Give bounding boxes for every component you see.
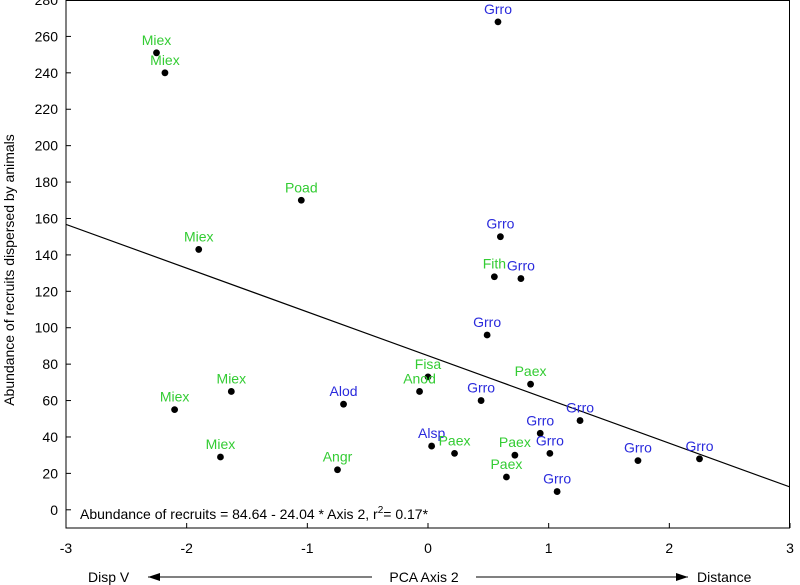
- data-point: [477, 397, 485, 404]
- data-point: [511, 451, 519, 459]
- point-label: Grro: [624, 440, 652, 456]
- point-label: Miex: [150, 52, 180, 68]
- y-tick-label: 0: [50, 502, 58, 518]
- data-point: [161, 69, 169, 77]
- y-tick-label: 100: [35, 320, 59, 336]
- regression-line-group: [66, 223, 790, 488]
- x-tick-label: -1: [301, 540, 314, 556]
- x-tick-label: 0: [424, 540, 432, 556]
- data-point: [527, 380, 534, 388]
- y-tick-label: 60: [42, 393, 58, 409]
- point-label: Alod: [330, 383, 358, 399]
- regression-equation: Abundance of recruits = 84.64 - 24.04 * …: [80, 505, 429, 522]
- point-label: Anod: [403, 370, 436, 386]
- y-tick-label: 200: [35, 138, 59, 154]
- point-label: Alsp: [418, 425, 445, 441]
- data-point: [576, 417, 584, 424]
- data-point: [171, 406, 179, 414]
- point-label: Angr: [323, 449, 353, 465]
- direction-left-label: Disp V: [88, 569, 130, 585]
- point-label: Fisa: [415, 356, 442, 372]
- data-point: [217, 453, 224, 461]
- y-tick-label: 280: [35, 0, 59, 8]
- data-point: [546, 449, 554, 457]
- y-tick-label: 240: [35, 65, 59, 81]
- y-tick-label: 220: [35, 101, 59, 117]
- x-axis-direction-annotation: Disp V PCA Axis 2 Distance: [88, 569, 752, 585]
- data-point: [195, 246, 203, 253]
- data-point: [494, 18, 502, 26]
- data-point: [536, 429, 544, 437]
- point-label: Grro: [473, 314, 501, 330]
- point-label: Grro: [486, 216, 514, 232]
- point-label: Fith: [483, 256, 506, 272]
- plot-area: [65, 0, 790, 529]
- y-tick-label: 140: [35, 247, 59, 263]
- data-point: [503, 473, 510, 481]
- point-label: Grro: [526, 412, 554, 428]
- x-tick-label: 2: [665, 540, 673, 556]
- x-axis-title: PCA Axis 2: [389, 569, 458, 585]
- point-label: Paex: [439, 432, 471, 448]
- data-point: [227, 388, 235, 395]
- point-label: Grro: [536, 432, 564, 448]
- y-tick-label: 160: [35, 210, 59, 226]
- x-tick-label: 3: [786, 540, 794, 556]
- y-tick-label: 40: [42, 429, 58, 445]
- data-point: [490, 273, 498, 281]
- data-points: [153, 18, 703, 495]
- point-labels: Miex Miex Miex Miex Miex Miex Poad Alod Angr Anod…: [142, 1, 714, 487]
- point-label: Grro: [467, 380, 495, 396]
- x-tick-label: -2: [180, 540, 193, 556]
- data-point: [451, 449, 458, 457]
- y-tick-label: 180: [35, 174, 59, 190]
- data-point: [483, 331, 491, 339]
- point-label: Paex: [490, 456, 522, 472]
- data-point: [696, 455, 703, 463]
- x-tick-label: -3: [60, 540, 73, 556]
- y-axis-title: Abundance of recruits dispersed by anima…: [1, 134, 17, 406]
- data-point: [340, 400, 347, 408]
- regression-line: [66, 223, 790, 488]
- data-point: [428, 442, 436, 450]
- x-tick-label: 1: [545, 540, 553, 556]
- point-label: Grro: [484, 1, 512, 17]
- data-point: [634, 457, 642, 465]
- y-tick-label: 20: [42, 465, 58, 481]
- y-tick-label: 120: [35, 283, 59, 299]
- y-tick-label: 260: [35, 28, 59, 44]
- y-tick-label: 80: [42, 356, 58, 372]
- point-label: Grro: [566, 400, 594, 416]
- direction-right-label: Distance: [697, 569, 752, 585]
- data-point: [297, 196, 305, 204]
- point-label: Miex: [142, 32, 172, 48]
- y-axis: 0 20 40 60 80 100 120 140 160 180 200 220 240 260 280: [35, 0, 71, 518]
- point-label: Miex: [217, 370, 247, 386]
- point-label: Miex: [184, 228, 214, 244]
- data-point: [416, 388, 423, 395]
- data-point: [334, 466, 341, 474]
- point-label: Miex: [160, 389, 190, 405]
- point-label: Paex: [499, 434, 531, 450]
- data-point: [424, 373, 432, 381]
- point-label: Grro: [543, 471, 571, 487]
- data-point: [153, 49, 160, 57]
- point-label: Grro: [686, 438, 714, 454]
- point-label: Grro: [507, 258, 535, 274]
- arrow-right-icon: [676, 573, 688, 581]
- data-point: [517, 275, 525, 282]
- arrow-left-icon: [148, 573, 160, 581]
- data-point: [497, 233, 504, 241]
- point-label: Paex: [515, 363, 547, 379]
- point-label: Poad: [285, 179, 318, 195]
- x-axis: -3 -2 -1 0 1 2 3: [60, 523, 794, 556]
- data-point: [553, 488, 561, 495]
- point-label: Miex: [206, 436, 236, 452]
